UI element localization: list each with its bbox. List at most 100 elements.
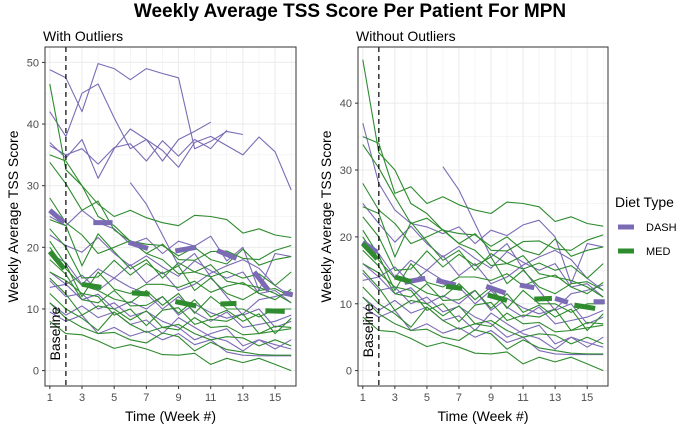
x-axis-label: Time (Week #) [125, 408, 216, 424]
patient-line-med-17 [49, 197, 292, 261]
patient-line-dash-2 [49, 83, 211, 162]
patient-line-dash-10 [49, 283, 292, 319]
patient-line-med-14 [362, 206, 604, 279]
mean-segment-med-1 [360, 241, 380, 261]
y-tick-label: 10 [27, 304, 39, 316]
patient-line-med-11 [362, 136, 604, 227]
mean-segment-med-6 [265, 308, 285, 314]
patient-line-dash-1 [49, 63, 244, 150]
patient-line-dash-3 [49, 128, 292, 191]
x-tick-label: 13 [237, 392, 249, 404]
patient-line-med-14 [49, 83, 292, 304]
patient-line-med-22 [362, 296, 604, 355]
x-tick-label: 11 [517, 392, 528, 404]
mean-segment-med-3 [131, 290, 150, 297]
patient-line-med-22 [49, 259, 292, 335]
patient-line-med-26 [49, 302, 292, 356]
patient-line-dash-6 [49, 209, 292, 292]
x-tick-label: 7 [143, 392, 149, 404]
patient-line-dash-4 [49, 129, 228, 165]
x-tick-label: 1 [360, 392, 366, 404]
patient-line-med-27 [49, 320, 292, 372]
mean-segment-med-4 [174, 299, 197, 309]
patient-line-med-24 [49, 277, 292, 336]
panel-title: With Outliers [43, 28, 123, 44]
x-tick-label: 15 [581, 392, 593, 404]
legend-title: Diet Type [615, 194, 674, 210]
mean-segment-med-6 [573, 302, 596, 311]
mean-segment-dash-6 [554, 296, 569, 305]
mean-segment-dash-1 [48, 208, 66, 225]
y-tick-label: 0 [346, 366, 352, 378]
y-tick-label: 30 [27, 181, 39, 193]
x-tick-label: 7 [456, 392, 462, 404]
patient-line-med-15 [362, 216, 604, 295]
patient-line-med-10 [362, 59, 604, 298]
panel-border [357, 46, 609, 387]
x-tick-label: 1 [47, 392, 53, 404]
y-tick-label: 0 [33, 366, 39, 378]
chart-title: Weekly Average TSS Score Per Patient For… [133, 1, 567, 22]
legend-label-med: MED [646, 246, 671, 258]
x-tick-label: 13 [549, 392, 561, 404]
mean-segment-med-2 [394, 274, 412, 285]
mean-segment-dash-6 [252, 270, 271, 293]
mean-segment-med-4 [487, 292, 508, 303]
patient-line-med-16 [49, 161, 292, 266]
y-tick-label: 20 [340, 232, 352, 244]
x-tick-label: 5 [111, 392, 117, 404]
x-tick-label: 3 [392, 392, 398, 404]
legend: Diet Type DASH MED [615, 194, 677, 260]
y-axis-label: Weekly Average TSS Score [318, 130, 334, 302]
patient-line-med-19 [49, 228, 292, 301]
baseline-label: Baseline [47, 307, 63, 361]
x-tick-label: 9 [175, 392, 181, 404]
mean-segment-dash-3 [435, 277, 457, 288]
y-tick-label: 40 [27, 119, 39, 131]
mean-segment-dash-3 [127, 240, 149, 251]
patient-line-med-12 [362, 144, 604, 257]
patient-line-med-19 [362, 263, 604, 332]
patient-line-med-20 [362, 269, 604, 333]
patient-line-dash-4 [362, 243, 604, 291]
panel-border [44, 46, 297, 387]
mean-segment-med-1 [47, 250, 67, 271]
panel-title: Without Outliers [356, 28, 456, 44]
patient-line-dash-8 [49, 253, 292, 298]
baseline-label: Baseline [360, 303, 376, 357]
y-tick-label: 30 [340, 165, 352, 177]
patient-line-dash-5 [362, 263, 604, 325]
mean-segment-dash-5 [216, 248, 238, 261]
patient-line-med-13 [362, 183, 604, 252]
patient-line-med-23 [362, 316, 604, 372]
patient-line-med-25 [49, 293, 292, 347]
mean-segment-dash-4 [485, 284, 507, 296]
y-tick-label: 40 [340, 98, 352, 110]
patient-line-dash-9 [49, 271, 292, 328]
patient-line-dash-2 [362, 123, 604, 285]
mean-segment-med-5 [220, 300, 237, 307]
mean-segment-dash-4 [174, 244, 197, 254]
patient-line-med-21 [362, 286, 604, 345]
x-tick-label: 9 [488, 392, 494, 404]
y-tick-label: 50 [27, 57, 39, 69]
x-tick-label: 11 [205, 392, 216, 404]
mean-segment-med-5 [534, 295, 553, 302]
patient-line-med-23 [49, 271, 292, 335]
mean-segment-med-3 [445, 283, 463, 291]
y-tick-label: 10 [340, 299, 352, 311]
x-tick-label: 5 [424, 392, 430, 404]
x-tick-label: 3 [79, 392, 85, 404]
mean-segment-dash-7 [282, 290, 294, 298]
patient-line-med-15 [49, 154, 292, 239]
legend-label-dash: DASH [646, 222, 677, 234]
x-tick-label: 15 [269, 392, 281, 404]
patient-line-med-18 [362, 249, 604, 332]
y-tick-label: 20 [27, 242, 39, 254]
x-axis-label: Time (Week #) [437, 408, 528, 424]
y-axis-label: Weekly Average TSS Score [5, 130, 21, 302]
mean-segment-med-2 [81, 281, 102, 290]
